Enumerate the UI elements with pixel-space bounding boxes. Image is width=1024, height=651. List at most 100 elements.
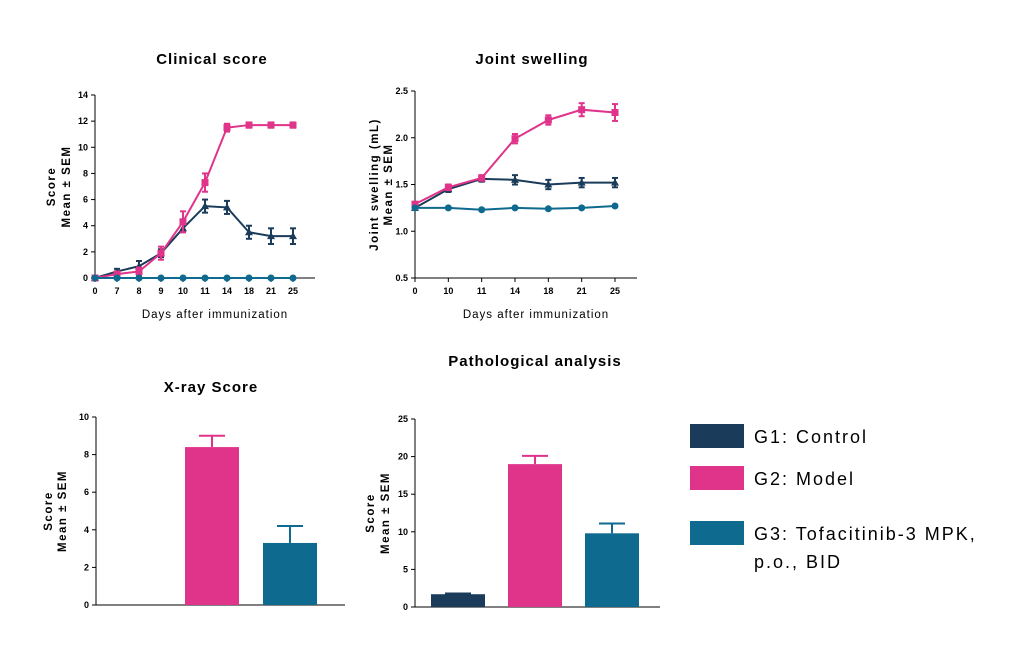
y-tick-label: 14 bbox=[78, 90, 88, 100]
legend-swatch bbox=[690, 466, 744, 490]
triangle-marker bbox=[289, 232, 297, 240]
legend-item: G3: Tofacitinib-3 MPK, p.o., BID bbox=[690, 521, 977, 572]
x-tick-label: 14 bbox=[222, 286, 232, 296]
legend-swatch bbox=[690, 424, 744, 448]
line-chart-0: 0 2 4 6 8 10 12 14 Clinical score Score Mean ± SEM… bbox=[46, 51, 315, 321]
square-marker bbox=[411, 200, 419, 208]
chart-title: Pathological analysis bbox=[448, 353, 622, 370]
square-marker bbox=[544, 116, 552, 124]
chart-title: X-ray Score bbox=[164, 379, 258, 396]
y-tick-label: 10 bbox=[78, 142, 88, 152]
bar-chart-2: 0 2 4 6 8 10 X-ray Score Score Mean ± SEM bbox=[43, 379, 345, 610]
y-tick-label: 0 bbox=[403, 602, 408, 612]
triangle-marker bbox=[245, 228, 253, 236]
square-marker bbox=[157, 249, 165, 257]
square-marker bbox=[511, 135, 519, 143]
circle-marker bbox=[157, 274, 165, 282]
square-marker bbox=[578, 106, 586, 114]
circle-marker bbox=[411, 204, 419, 212]
x-tick-label: 11 bbox=[200, 286, 210, 296]
legend-item: G2: Model bbox=[690, 466, 855, 490]
x-tick-label: 11 bbox=[477, 286, 487, 296]
y-tick-label: 0 bbox=[84, 600, 89, 610]
square-marker bbox=[245, 121, 253, 129]
square-marker bbox=[611, 109, 619, 117]
bar-chart-3: 0 5 10 15 20 25 Pathological analysis Score Mean… bbox=[365, 353, 660, 612]
circle-marker bbox=[478, 206, 486, 214]
legend-swatch bbox=[690, 521, 744, 545]
y-axis-label: Score bbox=[365, 493, 377, 532]
y-tick-label: 12 bbox=[78, 116, 88, 126]
square-marker bbox=[478, 174, 486, 182]
circle-marker bbox=[179, 274, 187, 282]
x-tick-label: 25 bbox=[610, 286, 620, 296]
square-marker bbox=[289, 121, 297, 129]
square-marker bbox=[179, 218, 187, 226]
y-tick-label: 6 bbox=[84, 487, 89, 497]
triangle-marker bbox=[511, 175, 519, 183]
series-g1 bbox=[91, 198, 297, 281]
x-axis-label: Days after immunization bbox=[463, 309, 609, 321]
square-marker bbox=[444, 183, 452, 191]
circle-marker bbox=[91, 274, 99, 282]
y-tick-label: 1.0 bbox=[395, 226, 408, 236]
x-tick-label: 9 bbox=[158, 286, 163, 296]
triangle-marker bbox=[577, 178, 586, 186]
series-line bbox=[94, 205, 293, 279]
y-tick-label: 0.5 bbox=[395, 273, 408, 283]
circle-marker bbox=[511, 204, 519, 212]
y-tick-label: 15 bbox=[398, 489, 408, 499]
y-tick-label: 6 bbox=[83, 195, 88, 205]
chart-title: Joint swelling bbox=[475, 51, 588, 68]
y-axis-label: Score bbox=[43, 491, 55, 530]
bar-g3 bbox=[585, 533, 639, 607]
y-tick-label: 2 bbox=[83, 247, 88, 257]
triangle-marker bbox=[267, 232, 275, 240]
circle-marker bbox=[245, 274, 253, 282]
legend-label: p.o., BID bbox=[754, 552, 842, 572]
y-axis-label: Score bbox=[46, 167, 58, 206]
circle-marker bbox=[223, 274, 231, 282]
legend-label: G1: Control bbox=[754, 427, 868, 447]
x-tick-label: 14 bbox=[510, 286, 520, 296]
x-tick-label: 18 bbox=[543, 286, 553, 296]
y-axis-label: Mean ± SEM bbox=[380, 472, 392, 554]
bar-g1 bbox=[431, 594, 485, 607]
y-tick-label: 4 bbox=[84, 525, 89, 535]
circle-marker bbox=[544, 205, 552, 213]
y-tick-label: 20 bbox=[398, 452, 408, 462]
x-tick-label: 21 bbox=[266, 286, 276, 296]
series-g2 bbox=[411, 102, 619, 208]
y-tick-label: 2 bbox=[84, 562, 89, 572]
x-tick-label: 8 bbox=[136, 286, 141, 296]
y-tick-label: 2.5 bbox=[395, 86, 408, 96]
y-tick-label: 25 bbox=[398, 414, 408, 424]
x-tick-label: 0 bbox=[92, 286, 97, 296]
y-tick-label: 10 bbox=[79, 412, 89, 422]
legend: G1: Control G2: Model G3: Tofacitinib-3 MP… bbox=[690, 424, 977, 572]
y-tick-label: 8 bbox=[83, 168, 88, 178]
triangle-marker bbox=[223, 203, 231, 211]
x-tick-label: 10 bbox=[178, 286, 188, 296]
bar-g3 bbox=[263, 542, 317, 605]
y-tick-label: 2.0 bbox=[395, 133, 408, 143]
x-tick-label: 10 bbox=[443, 286, 453, 296]
circle-marker bbox=[289, 274, 297, 282]
x-tick-label: 7 bbox=[114, 286, 119, 296]
y-tick-label: 8 bbox=[84, 450, 89, 460]
square-marker bbox=[223, 124, 231, 132]
triangle-marker bbox=[201, 202, 209, 210]
x-tick-label: 25 bbox=[288, 286, 298, 296]
y-axis-label: Mean ± SEM bbox=[57, 470, 69, 552]
triangle-marker bbox=[611, 178, 619, 186]
legend-label: G2: Model bbox=[754, 469, 855, 489]
bar-g2 bbox=[185, 447, 239, 605]
y-tick-label: 10 bbox=[398, 527, 408, 537]
legend-label: G3: Tofacitinib-3 MPK, bbox=[754, 524, 977, 544]
y-axis-label: Mean ± SEM bbox=[383, 143, 395, 225]
legend-item: G1: Control bbox=[690, 424, 868, 448]
circle-marker bbox=[444, 204, 452, 212]
x-tick-label: 0 bbox=[412, 286, 417, 296]
bar-g2 bbox=[508, 464, 562, 607]
